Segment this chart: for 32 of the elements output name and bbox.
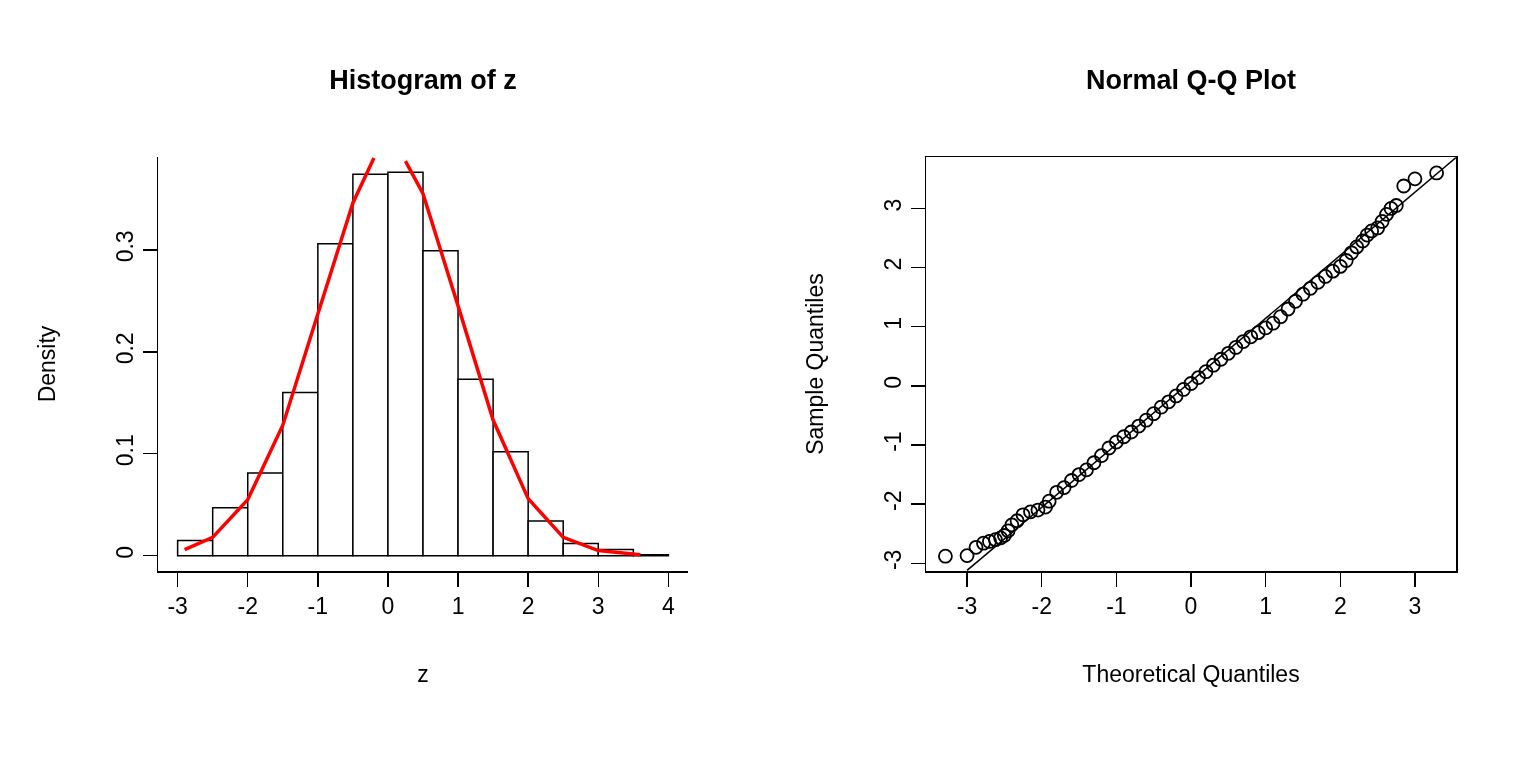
x-tick-label: 0 xyxy=(381,593,395,620)
y-tick-label: 0 xyxy=(112,545,139,559)
x-tick-label: 2 xyxy=(1333,593,1347,620)
chart-title: Histogram of z xyxy=(329,65,517,96)
y-tick-label: 0.2 xyxy=(112,332,139,365)
y-tick-label: 0 xyxy=(880,376,907,389)
x-tick-label: 3 xyxy=(591,593,605,620)
x-tick-label: -3 xyxy=(956,593,978,620)
chart-title: Normal Q-Q Plot xyxy=(1085,65,1297,96)
y-axis-title: Sample Quantiles xyxy=(802,273,828,455)
y-tick-label: 0.3 xyxy=(112,230,139,263)
x-tick-label: -2 xyxy=(1031,593,1052,620)
x-tick-label: -2 xyxy=(237,593,258,620)
y-tick-label: -1 xyxy=(880,431,907,452)
x-tick-label: -1 xyxy=(307,593,329,620)
x-tick-label: 1 xyxy=(1259,593,1273,620)
x-tick-label: 0 xyxy=(1184,593,1198,620)
x-tick-label: 1 xyxy=(451,593,465,620)
y-tick-label: -3 xyxy=(880,549,907,571)
x-tick-label: -1 xyxy=(1106,593,1127,620)
y-tick-label: -2 xyxy=(880,490,907,511)
x-axis-title: Theoretical Quantiles xyxy=(1082,661,1300,688)
x-tick-label: -3 xyxy=(167,593,188,620)
y-tick-label: 3 xyxy=(880,198,907,212)
x-tick-label: 3 xyxy=(1408,593,1422,620)
y-axis-title: Density xyxy=(34,325,60,403)
x-tick-label: 4 xyxy=(661,593,675,620)
y-tick-label: 0.1 xyxy=(112,434,139,467)
y-tick-label: 2 xyxy=(880,257,907,271)
y-tick-label: 1 xyxy=(880,316,907,330)
x-axis-title: z xyxy=(417,661,429,688)
x-tick-label: 2 xyxy=(521,593,535,620)
